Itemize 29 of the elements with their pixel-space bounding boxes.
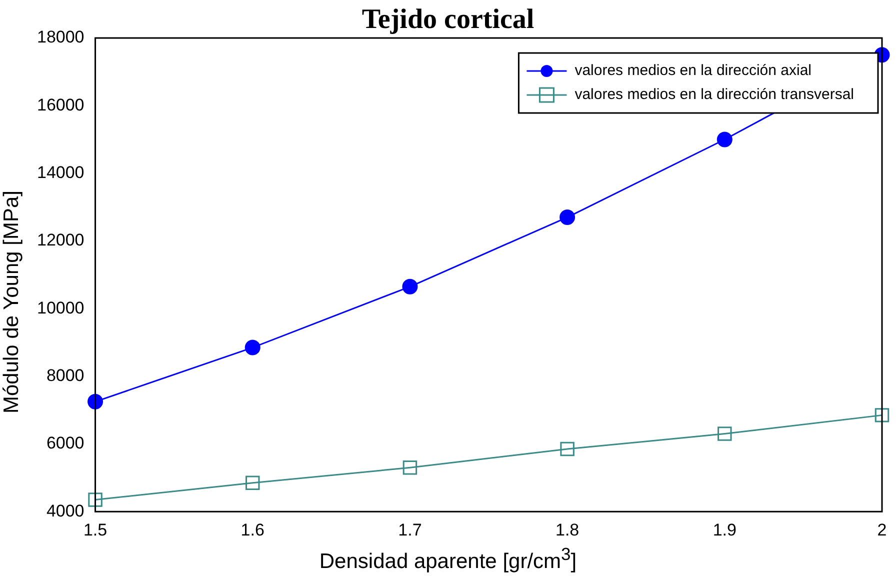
y-tick-label: 8000 (46, 366, 84, 385)
legend-label: valores medios en la dirección axial (574, 62, 812, 80)
y-tick-label: 6000 (46, 434, 84, 453)
x-tick-label: 2 (877, 520, 887, 540)
x-tick-label: 1.9 (712, 520, 736, 540)
y-tick-label: 12000 (36, 230, 84, 250)
point (402, 278, 418, 294)
point (244, 340, 260, 356)
point (560, 442, 574, 456)
point (718, 426, 732, 441)
point (874, 408, 890, 422)
x-tick-label: 1.5 (83, 520, 108, 540)
y-tick-label: 14000 (36, 163, 84, 182)
legend-label: valores medios en la dirección transversal (574, 86, 854, 104)
point (246, 476, 260, 490)
point (402, 460, 418, 475)
x-tick-label: 1.7 (398, 520, 422, 540)
x-axis-title: Densidad aparente [gr/cm$^{3}$] (318, 544, 578, 574)
point (560, 210, 576, 226)
y-tick-label: 18000 (36, 28, 84, 47)
chart-title: Tejido cortical (362, 4, 534, 35)
y-tick-label: 10000 (36, 298, 84, 318)
y-axis-title: Módulo de Young [MPa] (0, 190, 24, 416)
point (88, 492, 102, 507)
y-tick-label: 4000 (46, 501, 84, 520)
x-tick-label: 1.8 (555, 520, 580, 540)
y-tick-label: 16000 (36, 95, 84, 114)
point (716, 132, 732, 148)
x-tick-label: 1.6 (240, 520, 264, 540)
